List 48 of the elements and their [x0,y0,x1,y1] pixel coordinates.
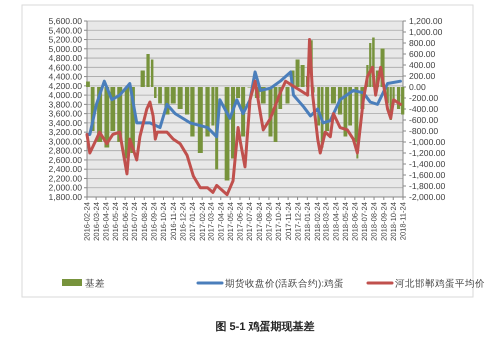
y-tick-label: 5,600.00 [48,16,82,26]
y-tick-label: 5,400.00 [48,25,82,36]
y-tick-label: 3,400.00 [48,118,82,128]
y2-tick-label: -1,600.00 [409,170,446,180]
y2-tick-label: 400.00 [409,60,436,70]
y-tick-label: 4,800.00 [48,53,82,64]
y-tick-label: 4,200.00 [48,80,82,91]
y-tick-label: 4,600.00 [48,62,82,72]
y-tick-label: 3,800.00 [48,99,82,110]
text: 图 5-1 鸡蛋期现基差 [215,320,315,333]
y2-tick-label: -1,800.00 [409,181,446,191]
bar [285,87,290,104]
y-tick-label: 2,600.00 [48,154,82,165]
y2-tick-label: 1,000.00 [409,27,443,37]
y-tick-label: 2,000.00 [48,182,82,193]
y2-tick-label: -1,400.00 [409,159,446,169]
y2-tick-label: -1,200.00 [409,148,446,158]
bar [178,87,183,109]
y-tick-label: 3,200.00 [48,127,82,138]
y2-tick-label: -600.00 [409,115,438,125]
y2-tick-label: 600.00 [409,49,436,59]
y2-tick-label: 0.00 [409,82,426,92]
legend-label: 期货收盘价(活跃合约):鸡蛋 [225,278,344,290]
bar [198,87,203,153]
y2-tick-label: -1,000.00 [409,137,446,147]
y-tick-label: 3,600.00 [48,108,82,119]
bar [330,87,336,104]
y-tick-label: 3,000.00 [48,136,82,146]
bar [401,87,404,114]
legend-label: 河北邯郸鸡蛋平均价 [395,278,485,290]
y2-tick-label: -2,000.00 [409,192,446,202]
y2-tick-label: 800.00 [409,38,436,48]
y-tick-label: 2,800.00 [48,146,82,156]
y2-tick-label: -800.00 [409,126,438,136]
y-tick-label: 4,400.00 [48,72,82,82]
bar [158,87,162,104]
bar [86,82,90,87]
y2-tick-label: 200.00 [409,71,436,81]
y-tick-label: 2,200.00 [48,173,82,184]
y-tick-label: 5,200.00 [48,34,82,45]
y-tick-label: 1,800.00 [48,192,82,202]
y2-tick-label: 1,200.00 [409,16,443,26]
y2-tick-label: -200.00 [409,93,438,103]
legend-label: 基差 [85,278,105,290]
y-tick-label: 5,000.00 [48,44,82,54]
y2-tick-label: -400.00 [409,104,438,114]
y-tick-label: 2,400.00 [48,164,82,174]
y-tick-label: 4,000.00 [48,90,82,100]
